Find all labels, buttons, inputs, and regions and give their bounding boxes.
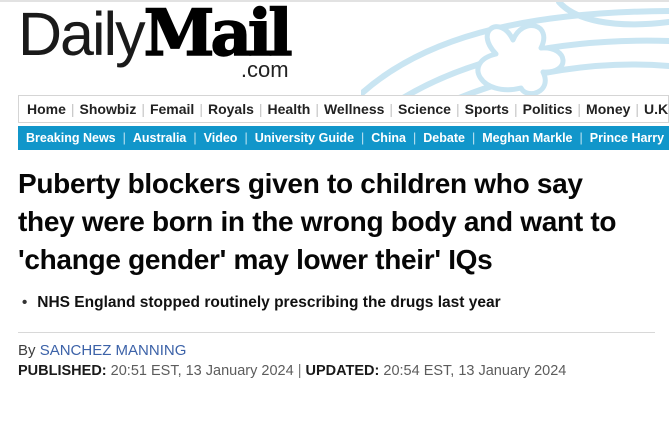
byline-divider	[18, 332, 655, 334]
updated-value: 20:54 EST, 13 January 2024	[383, 363, 567, 380]
breaking-news-item[interactable]: China	[371, 131, 423, 145]
article-bullet-list: NHS England stopped routinely prescribin…	[22, 294, 651, 312]
breaking-news-item[interactable]: Meghan Markle	[482, 131, 590, 145]
logo-dotcom-text: .com	[240, 57, 289, 82]
logo-daily-text: Daily	[18, 2, 146, 68]
nav-item[interactable]: Femail	[150, 101, 208, 117]
nav-item[interactable]: Politics	[523, 101, 586, 117]
breaking-news-item[interactable]: University Guide	[255, 131, 372, 145]
nav-item[interactable]: Showbiz	[80, 101, 150, 117]
breaking-news-item[interactable]: Debate	[423, 131, 482, 145]
nav-item[interactable]: Wellness	[324, 101, 398, 117]
logo-mail-text: Mail	[143, 2, 293, 71]
updated-label: UPDATED:	[305, 363, 380, 380]
published-value: 20:51 EST, 13 January 2024	[110, 363, 294, 380]
nav-item[interactable]: Royals	[208, 101, 268, 117]
published-label: PUBLISHED:	[18, 363, 107, 380]
nav-item[interactable]: Money	[586, 101, 644, 117]
breaking-news-bar: Breaking NewsAustraliaVideoUniversity Gu…	[18, 126, 669, 150]
byline-prefix: By	[18, 342, 36, 360]
meta-separator: |	[297, 363, 302, 380]
byline: By SANCHEZ MANNING	[18, 342, 651, 359]
breaking-news-item[interactable]: Prince Harry	[590, 131, 669, 145]
article-header: Puberty blockers given to children who s…	[0, 165, 669, 379]
article-bullet: NHS England stopped routinely prescribin…	[22, 294, 651, 312]
nav-item[interactable]: U.K.	[644, 101, 669, 117]
author-link[interactable]: SANCHEZ MANNING	[39, 342, 187, 360]
publish-meta: PUBLISHED: 20:51 EST, 13 January 2024 | …	[18, 363, 651, 379]
article-headline: Puberty blockers given to children who s…	[18, 168, 617, 276]
crest-decoration-graphic	[361, 2, 669, 95]
nav-item[interactable]: Science	[398, 101, 465, 117]
nav-item[interactable]: Sports	[465, 101, 523, 117]
masthead: DailyMail .com	[0, 2, 669, 95]
nav-item[interactable]: Health	[268, 101, 324, 117]
breaking-news-item[interactable]: Australia	[133, 131, 204, 145]
primary-nav: HomeShowbizFemailRoyalsHealthWellnessSci…	[18, 95, 669, 123]
dailymail-logo[interactable]: DailyMail .com	[18, 2, 293, 81]
nav-item[interactable]: Home	[27, 101, 80, 117]
breaking-news-item[interactable]: Video	[204, 131, 255, 145]
breaking-news-item[interactable]: Breaking News	[26, 131, 133, 145]
